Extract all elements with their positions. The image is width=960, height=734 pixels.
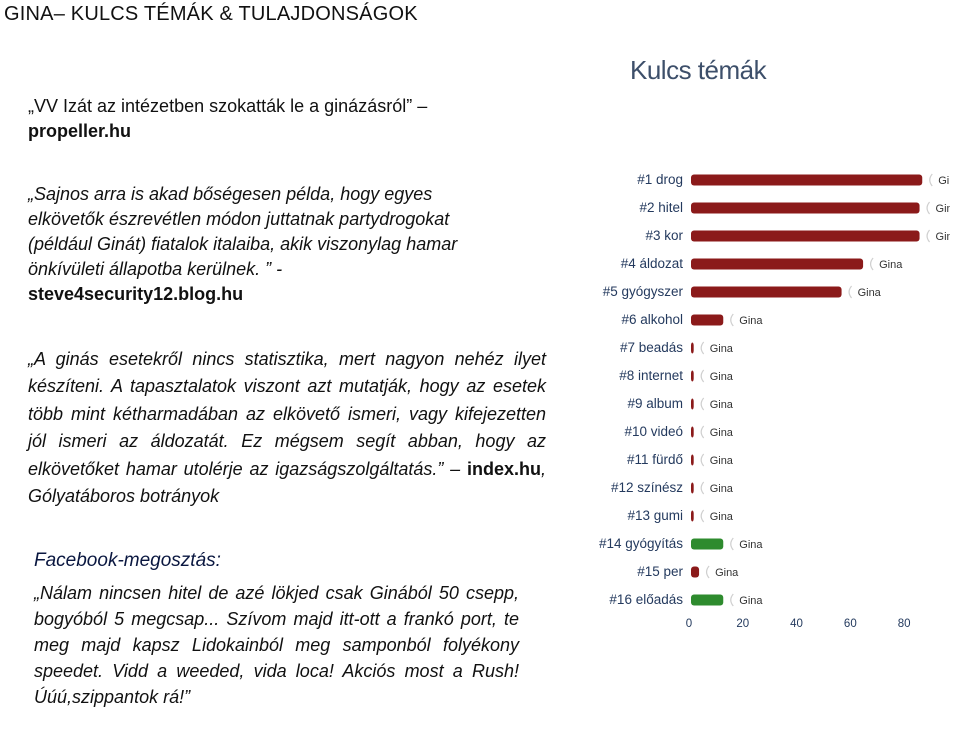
chart-title: Kulcs témák [630,55,767,85]
bar-label: Gina [739,315,763,327]
bar-label: Gina [715,567,739,579]
bar-label: Gina [938,175,950,187]
bar [691,202,920,214]
bar-label: Gina [710,427,734,439]
x-tick-label: 0 [686,618,692,630]
bar [691,566,700,578]
facebook-quote: „Nálam nincsen hitel de azé lökjed csak … [34,580,519,710]
x-tick-label: 20 [736,618,749,630]
bar [691,454,694,466]
facebook-heading: Facebook-megosztás: [34,550,221,571]
category-label: #15 per [637,564,683,579]
x-tick-label: 40 [790,618,803,630]
bar-label-bracket [700,341,705,355]
bar [691,314,724,326]
page-title: GINA– KULCS TÉMÁK & TULAJDONSÁGOK [4,3,418,25]
bar-label-bracket [700,481,705,495]
facebook-last-line: Úúú,szippantok rá!” [34,687,191,707]
facebook-text: „Nálam nincsen hitel de azé lökjed csak … [34,583,519,681]
bar-label-bracket [926,201,931,215]
category-label: #2 hitel [639,200,683,215]
quote-index: „A ginás esetekről nincs statisztika, me… [28,346,546,510]
bar-label-bracket [926,229,931,243]
bar [691,286,842,298]
quote-source-suffix: , Gólyatáboros botrányok [28,458,546,507]
bar [691,342,694,354]
bar-label: Gina [936,203,950,215]
bar-label-bracket [700,509,705,523]
bar-label: Gina [710,399,734,411]
category-label: #8 internet [619,368,683,383]
bar-label: Gina [710,371,734,383]
category-label: #1 drog [637,172,683,187]
bar [691,426,694,438]
category-label: #11 fürdő [627,452,683,467]
bar-label-bracket [848,285,853,299]
category-label: #4 áldozat [621,256,684,271]
bar-label-bracket [730,593,734,607]
bar-label: Gina [739,539,763,551]
x-tick-label: 80 [898,618,911,630]
bar [691,482,694,494]
bar-label-bracket [929,173,933,187]
bar-label: Gina [858,287,882,299]
category-label: #3 kor [645,228,683,243]
category-label: #7 beadás [620,340,683,355]
bar [691,510,694,522]
bar-label-bracket [869,257,874,271]
bar-label-bracket [700,425,705,439]
bar-label: Gina [710,483,734,495]
bar [691,370,694,382]
bar [691,538,724,550]
bar [691,594,724,606]
bar [691,174,923,186]
category-label: #5 gyógyszer [603,284,684,299]
bar [691,230,920,242]
quote-text: „VV Izát az intézetben szokatták le a gi… [28,96,428,116]
x-tick-label: 60 [844,618,857,630]
category-label: #14 gyógyítás [599,536,683,551]
bar-label: Gina [879,259,903,271]
bar-label-bracket [730,537,734,551]
bar-chart: #1 drog Gina #2 hitel Gina #3 kor Gina #4 áldo… [599,172,950,630]
bar [691,258,864,270]
quote-steve4security: „Sajnos arra is akad bőségesen példa, ho… [28,182,498,307]
bar-label-bracket [700,453,705,467]
bar-label: Gina [710,455,734,467]
bar-label-bracket [705,565,710,579]
category-label: #13 gumi [627,508,683,523]
quote-text: „A ginás esetekről nincs statisztika, me… [28,349,546,479]
bar-label-bracket [700,369,705,383]
quote-source: propeller.hu [28,121,132,141]
bar-label: Gina [936,231,950,243]
quote-source: index.hu [466,458,541,479]
category-label: #16 előadás [609,592,683,607]
bar-label-bracket [700,397,705,411]
bar-label: Gina [710,343,734,355]
category-label: #6 alkohol [621,312,683,327]
category-label: #10 videó [624,424,683,439]
category-label: #12 színész [611,480,683,495]
bar-label: Gina [710,511,734,523]
quote-text: „Sajnos arra is akad bőségesen példa, ho… [28,184,458,279]
category-label: #9 album [627,396,683,411]
bar [691,398,694,410]
bar-label: Gina [739,595,763,607]
quote-source: steve4security12.blog.hu [28,284,244,304]
bar-label-bracket [730,313,734,327]
quote-propeller: „VV Izát az intézetben szokatták le a gi… [28,94,498,144]
